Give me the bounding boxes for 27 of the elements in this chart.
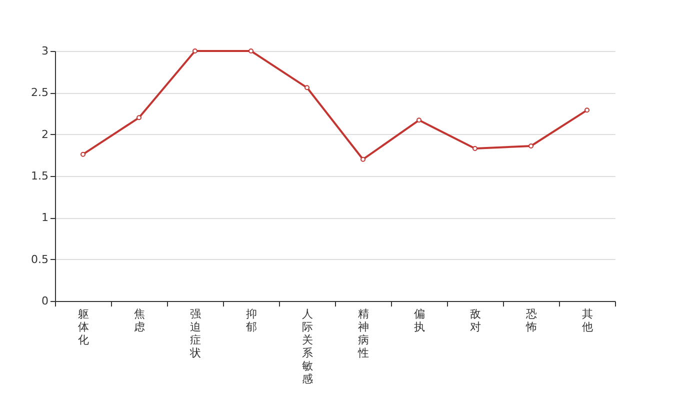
point [360, 156, 366, 162]
point [304, 85, 310, 90]
point [192, 48, 198, 54]
x-tick-label: 强迫症状 [189, 308, 201, 360]
y-tick-label: 1.5 [31, 170, 48, 182]
point [584, 108, 590, 113]
x-tick-label: 偏执 [414, 308, 425, 334]
point [136, 115, 142, 120]
y-tick-label: 0 [42, 294, 48, 308]
point [528, 144, 534, 148]
x-tick-label: 焦虑 [134, 308, 145, 334]
y-tick-label: 1 [42, 211, 48, 224]
x-tick-label: 敌对 [470, 308, 481, 334]
x-tick-label: 抑郁 [246, 308, 257, 334]
x-tick-label: 躯体化 [78, 308, 89, 346]
y-tick-label: 2.5 [31, 86, 48, 100]
x-tick-label: 精神病性 [357, 308, 369, 360]
x-tick-label: 恐怖 [525, 308, 537, 334]
y-tick-label: 2 [42, 128, 48, 141]
x-tick-label: 其他 [582, 308, 593, 334]
y-tick-label: 3 [42, 44, 48, 58]
y-tick-label: 0.5 [31, 252, 48, 266]
point [416, 118, 422, 123]
point [472, 146, 478, 151]
point [248, 48, 254, 54]
x-tick-label: 人际关系敏感 [302, 308, 313, 386]
point [80, 152, 86, 157]
